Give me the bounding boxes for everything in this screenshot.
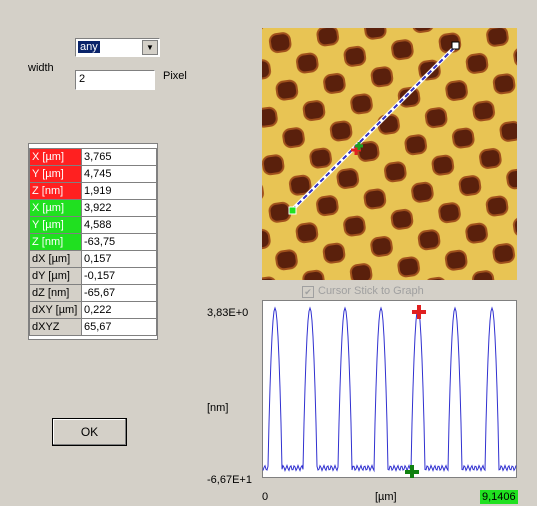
row-label: dZ [nm] [30, 285, 82, 302]
row-value: -0,157 [81, 268, 156, 285]
row-label: X [µm] [30, 200, 82, 217]
row-label: Z [nm] [30, 183, 82, 200]
dropdown[interactable]: any ▼ [75, 38, 160, 57]
row-value: 3,922 [81, 200, 156, 217]
row-label: X [µm] [30, 149, 82, 166]
row-value: 0,157 [81, 251, 156, 268]
table-row: dX [µm]0,157 [30, 251, 157, 268]
table-row: dY [µm]-0,157 [30, 268, 157, 285]
dropdown-arrow[interactable]: ▼ [142, 40, 158, 55]
cursor-end[interactable] [452, 42, 459, 49]
table-row: Y [µm]4,588 [30, 217, 157, 234]
row-label: dY [µm] [30, 268, 82, 285]
y-min-label: -6,67E+1 [207, 474, 252, 486]
x-min-label: 0 [262, 491, 268, 503]
row-value: 4,745 [81, 166, 156, 183]
y-max-label: 3,83E+0 [207, 307, 248, 319]
checkbox-label: Cursor Stick to Graph [318, 285, 424, 297]
row-value: 65,67 [81, 319, 156, 336]
row-label: Y [µm] [30, 166, 82, 183]
width-label: width [28, 62, 54, 74]
row-label: dX [µm] [30, 251, 82, 268]
width-input[interactable]: 2 [75, 70, 155, 90]
table-row: Y [µm]4,745 [30, 166, 157, 183]
row-value: 1,919 [81, 183, 156, 200]
x-unit-label: [µm] [375, 491, 397, 503]
row-label: Y [µm] [30, 217, 82, 234]
table-row: X [µm]3,765 [30, 149, 157, 166]
row-value: 0,222 [81, 302, 156, 319]
afm-pattern [262, 28, 517, 280]
table-row: dXY [µm]0,222 [30, 302, 157, 319]
dropdown-value: any [78, 41, 100, 53]
profile-graph [262, 300, 517, 478]
table-row: X [µm]3,922 [30, 200, 157, 217]
table-row: dZ [nm]-65,67 [30, 285, 157, 302]
row-value: 3,765 [81, 149, 156, 166]
width-unit: Pixel [163, 70, 187, 82]
row-label: dXYZ [30, 319, 82, 336]
cursor-start[interactable] [289, 207, 296, 214]
row-label: dXY [µm] [30, 302, 82, 319]
graph-frame [263, 301, 517, 478]
checkbox[interactable]: ✔ [302, 286, 314, 298]
table-row: Z [nm]1,919 [30, 183, 157, 200]
row-value: -63,75 [81, 234, 156, 251]
row-value: 4,588 [81, 217, 156, 234]
row-value: -65,67 [81, 285, 156, 302]
dialog: any ▼ width 2 Pixel X [µm]3,765Y [µm]4,7… [0, 0, 537, 506]
table-row: Z [nm]-63,75 [30, 234, 157, 251]
y-unit-label: [nm] [207, 402, 228, 414]
ok-button[interactable]: OK [52, 418, 127, 446]
x-max-label: 9,1406 [480, 490, 518, 504]
row-label: Z [nm] [30, 234, 82, 251]
afm-image [262, 28, 517, 280]
